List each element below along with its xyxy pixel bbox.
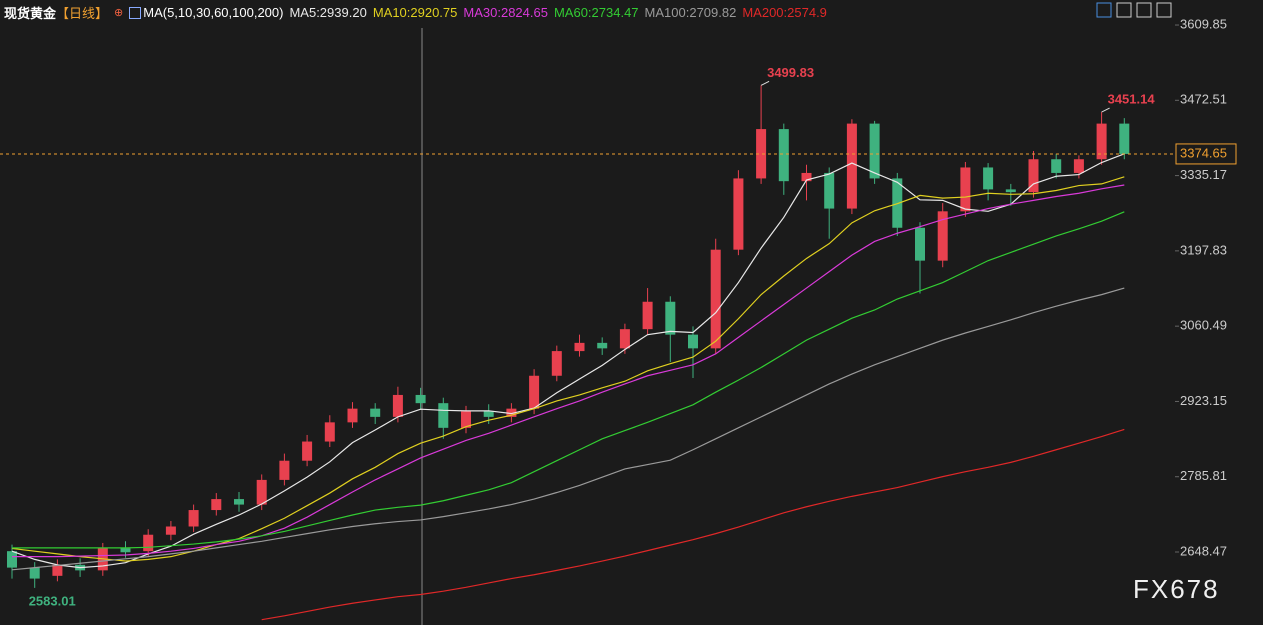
candle-body	[370, 408, 381, 417]
candle-body	[7, 551, 17, 568]
legend-entry: MA5:2939.20	[289, 5, 367, 20]
candle-body	[846, 123, 857, 209]
candle-body	[143, 534, 154, 552]
y-tick-label: 2785.81	[1180, 468, 1227, 483]
candle-body	[869, 123, 880, 179]
icon[interactable]	[1116, 2, 1132, 18]
ma-line	[12, 211, 1125, 549]
candle-body	[347, 408, 358, 423]
candle-body	[710, 249, 721, 349]
candle-body	[438, 403, 449, 428]
candle-body	[597, 342, 608, 349]
candle-body	[665, 301, 676, 335]
ma-line	[11, 153, 1125, 569]
candle-body	[234, 499, 244, 505]
candle-body	[165, 526, 176, 535]
candle-body	[324, 422, 335, 442]
candle-body	[1073, 159, 1084, 173]
candle-body	[1028, 159, 1039, 193]
candle-body	[1119, 123, 1130, 154]
candle-body	[415, 394, 426, 404]
annotation-line	[1101, 107, 1110, 113]
candle-body	[824, 172, 835, 209]
legend-entry: MA10:2920.75	[372, 5, 458, 20]
period[interactable]: 【日线】	[56, 6, 109, 21]
candle-body	[188, 510, 199, 527]
ma-line	[11, 287, 1125, 571]
settings-icon[interactable]: ⊕	[114, 7, 124, 19]
candle-body	[960, 167, 971, 212]
candle-body	[733, 178, 744, 250]
y-tick-label: 3060.49	[1180, 318, 1227, 333]
candles	[7, 85, 1130, 588]
candle-body	[506, 408, 517, 417]
y-tick-label: 2648.47	[1180, 543, 1227, 558]
toolbar-icons	[1096, 2, 1172, 18]
candle-body	[392, 394, 403, 417]
ma-line	[12, 184, 1125, 558]
candle-body	[551, 351, 562, 376]
y-tick-label: 3335.17	[1180, 167, 1227, 182]
icon[interactable]	[1136, 2, 1152, 18]
candle-body	[983, 167, 994, 190]
legend-entry: MA60:2734.47	[553, 5, 639, 20]
candle-body	[801, 172, 812, 182]
candle-body	[529, 375, 540, 409]
candle-body	[52, 564, 63, 576]
candle-body	[120, 548, 131, 553]
indicator: MA(5,10,30,60,100,200)	[143, 5, 284, 20]
candle-body	[29, 567, 40, 579]
candle-body	[688, 334, 698, 349]
candle-body	[211, 499, 222, 511]
candle-body	[619, 329, 630, 349]
watermark: FX678	[1133, 574, 1220, 604]
candle-body	[483, 411, 494, 417]
candle-body	[1051, 159, 1062, 173]
candle-body	[256, 479, 267, 505]
annotation-line	[760, 80, 770, 86]
header: 现货黄金 【日线】 ⊕ MA(5,10,30,60,100,200) MA5:2…	[4, 3, 827, 22]
annotation: 3451.14	[1108, 91, 1156, 106]
annotation: 2583.01	[29, 593, 76, 608]
candle-body	[302, 441, 313, 461]
y-tick-label: 2923.15	[1180, 393, 1227, 408]
symbol: 现货黄金	[4, 6, 57, 21]
legend-entry: MA100:2709.82	[644, 5, 737, 20]
ma-line	[261, 428, 1125, 621]
y-tick-label: 3472.51	[1180, 92, 1227, 107]
y-tick-label: 3197.83	[1180, 242, 1227, 257]
legend-entry: MA200:2574.9	[742, 5, 827, 20]
y-tick-label: 3609.85	[1180, 16, 1227, 31]
annotation: 3499.83	[767, 65, 814, 80]
candle-body	[1096, 123, 1107, 160]
price-box	[1175, 143, 1237, 165]
candle-body	[937, 211, 948, 261]
candle-body	[642, 301, 653, 330]
candle-body	[574, 342, 585, 352]
candle-body	[461, 411, 471, 428]
candle-body	[1005, 189, 1016, 193]
candle-body	[279, 460, 290, 480]
icon[interactable]	[1156, 2, 1172, 18]
indicator-icon[interactable]	[129, 6, 142, 19]
candle-body	[915, 227, 925, 261]
price-label: 3374.65	[1180, 145, 1227, 160]
legend-entry: MA30:2824.65	[463, 5, 548, 20]
candle-body	[778, 129, 789, 182]
icon[interactable]	[1096, 2, 1112, 18]
candle-body	[756, 129, 767, 179]
